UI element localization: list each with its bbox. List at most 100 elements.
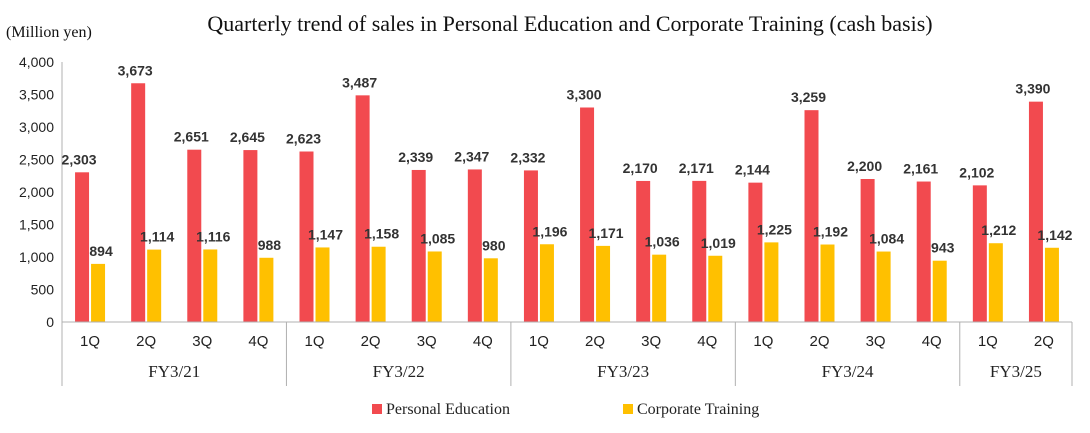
x-tick-label-quarter: 3Q	[192, 333, 212, 350]
x-tick-label-quarter: 1Q	[529, 333, 549, 350]
corporate-training-bar	[91, 263, 106, 322]
corporate-training-bar	[147, 249, 162, 322]
corporate-training-bar	[539, 244, 554, 322]
personal-education-bar	[355, 95, 370, 322]
corporate-training-value-label: 1,116	[196, 228, 230, 244]
personal-education-bar	[692, 180, 707, 322]
corporate-training-bar	[764, 242, 779, 322]
personal-education-value-label: 2,339	[398, 149, 433, 165]
x-tick-label-fiscal-year: FY3/22	[373, 362, 425, 381]
personal-education-bar	[131, 83, 146, 322]
corporate-training-value-label: 943	[931, 240, 955, 256]
y-tick-label: 1,000	[19, 249, 54, 265]
y-tick-label: 2,500	[19, 152, 54, 168]
personal-education-bar	[636, 180, 651, 322]
x-tick-label-quarter: 3Q	[641, 333, 661, 350]
personal-education-bar	[523, 170, 538, 322]
corporate-training-bar	[203, 249, 218, 322]
personal-education-value-label: 2,651	[174, 129, 209, 145]
chart-title: Quarterly trend of sales in Personal Edu…	[207, 11, 932, 36]
x-tick-label-quarter: 2Q	[585, 333, 605, 350]
personal-education-bar	[299, 151, 314, 322]
legend: Personal Education Corporate Training	[372, 401, 759, 418]
corporate-training-value-label: 980	[482, 237, 506, 253]
x-tick-label-fiscal-year: FY3/23	[597, 362, 649, 381]
x-tick-label-quarter: 4Q	[922, 333, 942, 350]
corporate-training-value-label: 1,019	[701, 235, 736, 251]
personal-education-bar	[1028, 101, 1043, 323]
data-labels-group: 2,303 3,673 2,651 2,645 2,623 3,487 2,339 2,347…	[62, 62, 1073, 259]
corporate-training-bar	[820, 244, 835, 322]
corporate-training-value-label: 1,171	[589, 225, 624, 241]
x-tick-label-quarter: 2Q	[361, 333, 381, 350]
x-tick-label-quarter: 2Q	[136, 333, 156, 350]
legend-label: Personal Education	[386, 401, 510, 418]
personal-education-value-label: 3,300	[567, 87, 602, 103]
personal-education-value-label: 3,259	[791, 89, 826, 105]
x-tick-label-quarter: 2Q	[1034, 333, 1054, 350]
personal-education-bar	[75, 172, 90, 322]
personal-education-bar	[467, 169, 482, 322]
legend-swatch	[623, 404, 633, 414]
corporate-training-value-label: 1,114	[140, 229, 174, 245]
corporate-training-bar	[1044, 247, 1059, 322]
x-tick-label-quarter: 3Q	[417, 333, 437, 350]
corporate-training-value-label: 1,142	[1037, 227, 1072, 243]
x-tick-label-quarter: 1Q	[304, 333, 324, 350]
corporate-training-bar	[932, 260, 947, 322]
corporate-training-bar	[596, 245, 611, 322]
y-tick-label: 0	[46, 314, 54, 330]
y-tick-label: 3,000	[19, 119, 54, 135]
x-tick-label-quarter: 4Q	[248, 333, 268, 350]
corporate-training-value-label: 988	[258, 237, 282, 253]
x-tick-label-quarter: 4Q	[697, 333, 717, 350]
corporate-training-value-label: 1,196	[532, 223, 567, 239]
x-tick-label-quarter: 1Q	[753, 333, 773, 350]
corporate-training-value-label: 1,158	[364, 226, 399, 242]
personal-education-value-label: 2,102	[959, 164, 994, 180]
corporate-training-value-label: 1,084	[869, 231, 904, 247]
personal-education-bar	[860, 179, 875, 322]
personal-education-value-label: 2,645	[230, 129, 265, 145]
x-tick-label-fiscal-year: FY3/25	[990, 362, 1042, 381]
y-tick-label: 2,000	[19, 184, 54, 200]
personal-education-value-label: 2,200	[847, 158, 882, 174]
personal-education-bar	[243, 150, 258, 322]
corporate-training-bar	[988, 243, 1003, 322]
corporate-training-value-label: 1,212	[981, 222, 1016, 238]
personal-education-value-label: 2,161	[903, 161, 938, 177]
corporate-training-bar	[259, 257, 274, 322]
personal-education-value-label: 2,623	[286, 131, 321, 147]
y-tick-label: 1,500	[19, 217, 54, 233]
personal-education-bar	[580, 107, 595, 322]
corporate-training-bar	[427, 251, 442, 322]
personal-education-value-label: 2,171	[679, 160, 714, 176]
x-tick-label-fiscal-year: FY3/24	[822, 362, 874, 381]
corporate-training-bar	[708, 255, 723, 322]
corporate-training-value-label: 1,147	[308, 226, 343, 242]
legend-swatch	[372, 404, 382, 414]
personal-education-value-label: 2,332	[510, 149, 545, 165]
x-tick-label-quarter: 2Q	[809, 333, 829, 350]
personal-education-bar	[916, 181, 931, 322]
x-tick-label-quarter: 4Q	[473, 333, 493, 350]
personal-education-bar	[411, 169, 426, 322]
corporate-training-value-label: 1,085	[420, 230, 455, 246]
corporate-training-bar	[652, 254, 667, 322]
personal-education-value-label: 3,390	[1015, 81, 1050, 97]
corporate-training-value-label: 1,036	[645, 234, 680, 250]
personal-education-value-label: 3,673	[118, 62, 153, 78]
x-tick-label-quarter: 1Q	[978, 333, 998, 350]
personal-education-bar	[187, 149, 202, 322]
corporate-training-bar	[483, 258, 498, 322]
personal-education-bar	[748, 182, 763, 322]
x-tick-label-quarter: 3Q	[866, 333, 886, 350]
x-axis: 1Q 2Q 3Q 4Q 1Q 2Q 3Q 4Q 1Q 2Q 3Q 4Q 1Q 2Q 3Q 4Q 1Q 2Q FY3/…	[61, 321, 1073, 386]
legend-label: Corporate Training	[637, 401, 759, 418]
y-tick-label: 3,500	[19, 87, 54, 103]
bars-group	[75, 83, 1059, 323]
x-tick-label-fiscal-year: FY3/21	[148, 362, 200, 381]
personal-education-value-label: 2,144	[735, 162, 770, 178]
corporate-training-value-label: 1,225	[757, 221, 792, 237]
